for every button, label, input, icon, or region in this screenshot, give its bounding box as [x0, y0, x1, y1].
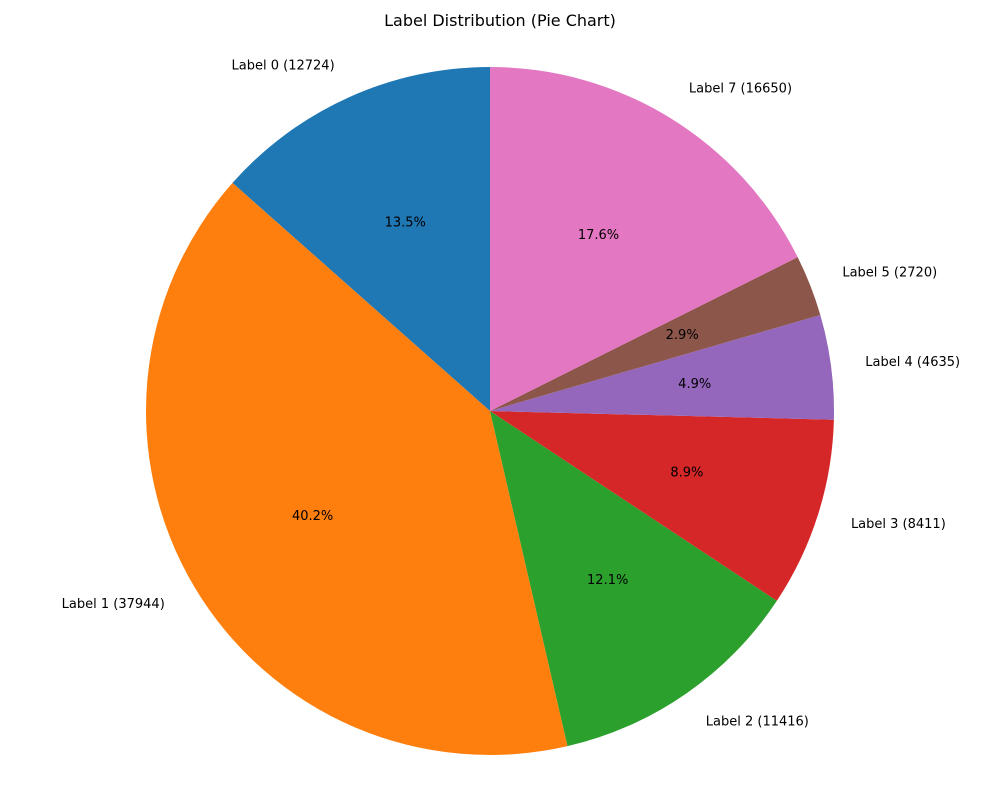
pie-slice-2: [490, 411, 777, 747]
slice-percent-label-1: 40.2%: [292, 509, 333, 524]
pie-slice-4: [490, 314, 835, 420]
slice-percent-label-5: 2.9%: [666, 328, 699, 343]
slice-category-label-6: Label 7 (16650): [689, 82, 792, 97]
slice-category-label-4: Label 4 (4635): [865, 355, 960, 370]
slice-category-label-1: Label 1 (37944): [62, 597, 165, 612]
slice-category-label-2: Label 2 (11416): [706, 714, 809, 729]
slice-category-label-5: Label 5 (2720): [842, 265, 937, 280]
slice-percent-label-3: 8.9%: [670, 465, 703, 480]
pie-slice-3: [490, 411, 834, 601]
slice-percent-label-4: 4.9%: [678, 377, 711, 392]
chart-title: Label Distribution (Pie Chart): [384, 11, 616, 30]
slice-category-label-3: Label 3 (8411): [851, 517, 946, 532]
pie-slice-5: [490, 257, 821, 411]
pie-slice-0: [232, 67, 490, 411]
slice-category-label-0: Label 0 (12724): [232, 58, 335, 73]
slice-percent-label-0: 13.5%: [385, 215, 426, 230]
pie-slice-6: [490, 67, 798, 411]
pie-slice-1: [146, 182, 568, 755]
slice-percent-label-2: 12.1%: [587, 573, 628, 588]
slice-percent-label-6: 17.6%: [578, 228, 619, 243]
